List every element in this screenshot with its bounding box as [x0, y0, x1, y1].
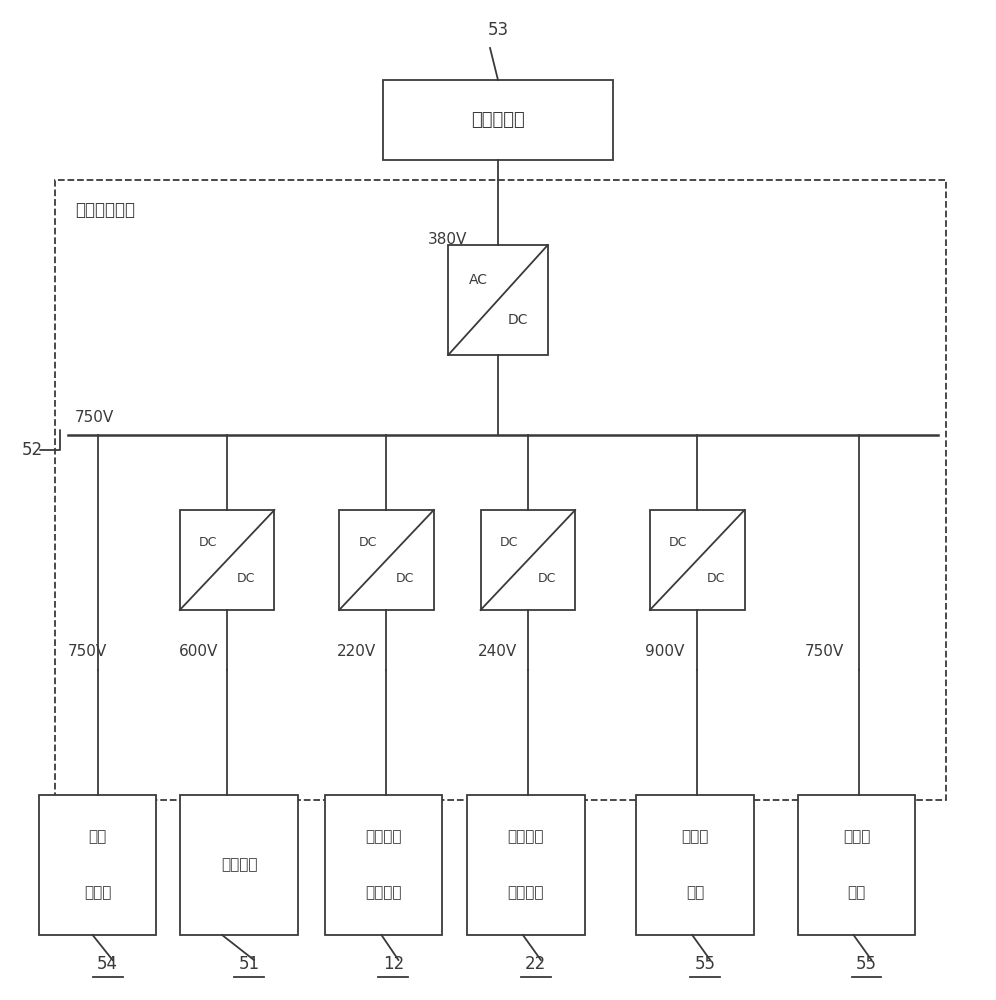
- Text: 55: 55: [694, 955, 716, 973]
- Text: 储能单元: 储能单元: [221, 857, 257, 872]
- Text: 22: 22: [525, 955, 547, 973]
- Bar: [798, 795, 915, 935]
- Text: DC: DC: [538, 572, 556, 584]
- Bar: [636, 795, 754, 935]
- Text: 51: 51: [238, 955, 260, 973]
- Text: 220V: 220V: [337, 645, 375, 660]
- Bar: [448, 245, 548, 355]
- Text: 750V: 750V: [75, 410, 114, 426]
- Text: 光伏: 光伏: [848, 886, 866, 900]
- Text: 52: 52: [22, 441, 43, 459]
- Text: AC: AC: [468, 273, 488, 287]
- Bar: [179, 510, 275, 610]
- Bar: [55, 180, 946, 800]
- Text: DC: DC: [500, 536, 518, 548]
- Text: DC: DC: [508, 313, 528, 327]
- Text: 240V: 240V: [478, 645, 517, 660]
- Bar: [383, 80, 613, 160]
- Text: 充电桩: 充电桩: [84, 886, 112, 900]
- Text: DC: DC: [669, 536, 687, 548]
- Text: DC: DC: [359, 536, 376, 548]
- Text: 53: 53: [487, 21, 509, 39]
- Text: 600V: 600V: [179, 645, 219, 660]
- Bar: [650, 510, 745, 610]
- Text: DC: DC: [237, 572, 255, 584]
- Text: DC: DC: [199, 536, 217, 548]
- Text: 储能变压器: 储能变压器: [471, 111, 525, 129]
- Text: 第二直流: 第二直流: [508, 830, 544, 844]
- Text: 380V: 380V: [428, 232, 468, 247]
- Text: 分布式: 分布式: [843, 830, 871, 844]
- Text: 供电电源: 供电电源: [508, 886, 544, 900]
- Text: 多端口变流器: 多端口变流器: [75, 201, 134, 219]
- Text: 750V: 750V: [68, 645, 107, 660]
- Bar: [325, 795, 442, 935]
- Bar: [180, 795, 298, 935]
- Text: 分布式: 分布式: [681, 830, 709, 844]
- Text: 55: 55: [856, 955, 877, 973]
- Text: 900V: 900V: [645, 645, 685, 660]
- Text: 光伏: 光伏: [686, 886, 704, 900]
- Text: 12: 12: [382, 955, 404, 973]
- Text: DC: DC: [396, 572, 414, 584]
- Text: 第一直流: 第一直流: [366, 830, 401, 844]
- Text: 750V: 750V: [805, 645, 844, 660]
- Text: DC: DC: [707, 572, 725, 584]
- Bar: [481, 510, 576, 610]
- Bar: [467, 795, 585, 935]
- Text: 供电电源: 供电电源: [366, 886, 401, 900]
- Bar: [340, 510, 434, 610]
- Text: 直流: 直流: [89, 830, 107, 844]
- Bar: [39, 795, 156, 935]
- Text: 54: 54: [97, 955, 119, 973]
